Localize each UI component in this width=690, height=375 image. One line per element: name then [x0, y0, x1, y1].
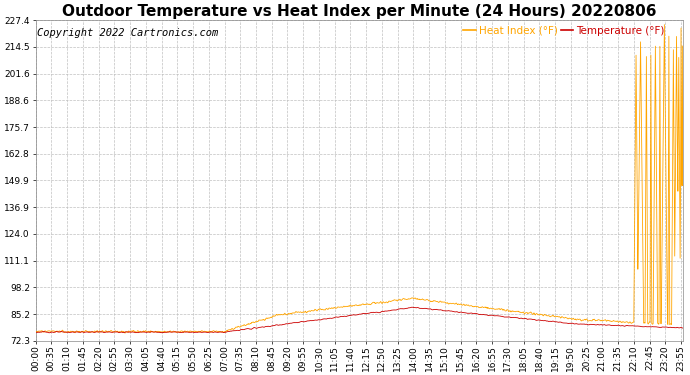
Text: Copyright 2022 Cartronics.com: Copyright 2022 Cartronics.com [37, 28, 218, 38]
Title: Outdoor Temperature vs Heat Index per Minute (24 Hours) 20220806: Outdoor Temperature vs Heat Index per Mi… [62, 4, 656, 19]
Legend: Heat Index (°F), Temperature (°F): Heat Index (°F), Temperature (°F) [463, 26, 664, 36]
